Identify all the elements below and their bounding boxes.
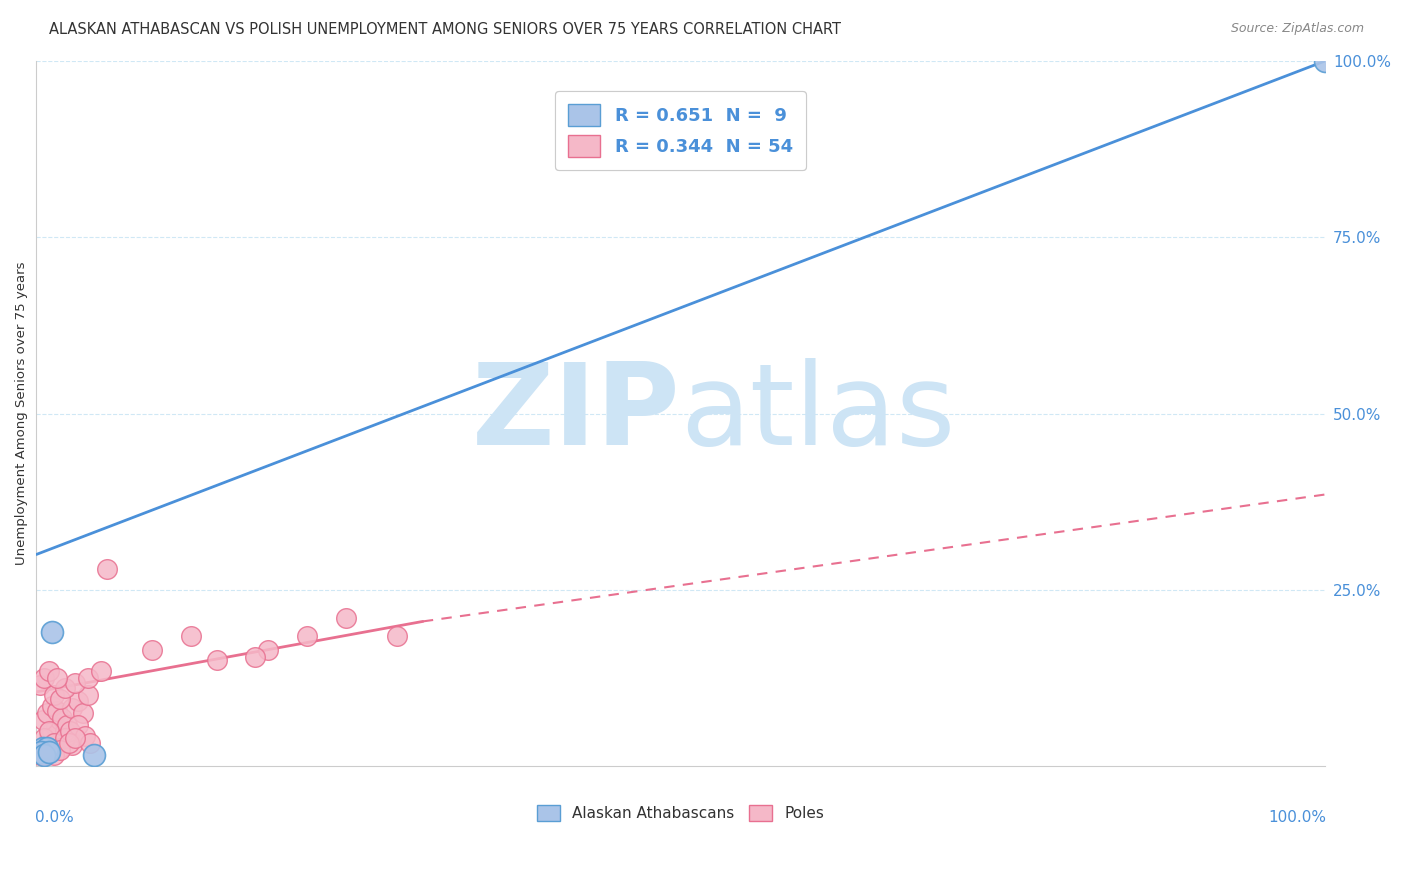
Point bbox=[35, 706, 58, 720]
Y-axis label: Unemployment Among Seniors over 75 years: Unemployment Among Seniors over 75 years bbox=[15, 261, 28, 566]
Point bbox=[1313, 54, 1336, 69]
Text: atlas: atlas bbox=[681, 358, 956, 469]
Point bbox=[32, 748, 55, 763]
Point bbox=[48, 713, 70, 727]
Point bbox=[48, 692, 70, 706]
Point bbox=[38, 731, 60, 745]
Text: ALASKAN ATHABASCAN VS POLISH UNEMPLOYMENT AMONG SENIORS OVER 75 YEARS CORRELATIO: ALASKAN ATHABASCAN VS POLISH UNEMPLOYMEN… bbox=[49, 22, 841, 37]
Point bbox=[46, 704, 69, 718]
Point bbox=[53, 731, 76, 745]
Point bbox=[59, 723, 82, 738]
Point bbox=[38, 745, 60, 759]
Point bbox=[51, 711, 73, 725]
Point bbox=[31, 741, 53, 756]
Point bbox=[38, 664, 60, 678]
Point bbox=[44, 736, 66, 750]
Point bbox=[48, 741, 70, 756]
Point bbox=[38, 741, 60, 756]
Point bbox=[44, 689, 66, 703]
Point bbox=[76, 671, 98, 685]
Point bbox=[58, 736, 80, 750]
Point bbox=[257, 642, 280, 657]
Point bbox=[63, 731, 86, 745]
Point bbox=[60, 738, 83, 752]
Point bbox=[76, 689, 98, 703]
Point bbox=[75, 729, 97, 743]
Point bbox=[41, 723, 63, 738]
Point bbox=[31, 713, 53, 727]
Point bbox=[32, 748, 55, 763]
Point bbox=[72, 706, 94, 720]
Point bbox=[32, 745, 55, 759]
Point bbox=[205, 653, 228, 667]
Point bbox=[56, 718, 79, 732]
Point bbox=[32, 671, 55, 685]
Point bbox=[66, 694, 89, 708]
Point bbox=[30, 678, 52, 692]
Point bbox=[96, 561, 118, 575]
Text: 0.0%: 0.0% bbox=[35, 810, 73, 824]
Point bbox=[44, 748, 66, 763]
Point bbox=[41, 698, 63, 713]
Point bbox=[63, 675, 86, 690]
Point bbox=[41, 625, 63, 640]
Point bbox=[58, 731, 80, 745]
Point bbox=[335, 611, 357, 625]
Point bbox=[45, 720, 67, 734]
Point bbox=[79, 736, 101, 750]
Point bbox=[46, 671, 69, 685]
Point bbox=[30, 748, 52, 763]
Point bbox=[295, 628, 318, 642]
Text: ZIP: ZIP bbox=[472, 358, 681, 469]
Point bbox=[180, 628, 202, 642]
Point bbox=[35, 741, 58, 756]
Point bbox=[48, 743, 70, 757]
Point bbox=[31, 745, 53, 759]
Point bbox=[38, 723, 60, 738]
Point bbox=[90, 664, 112, 678]
Point bbox=[53, 723, 76, 738]
Point bbox=[32, 731, 55, 745]
Point bbox=[35, 745, 58, 759]
Point bbox=[83, 748, 105, 763]
Point bbox=[35, 738, 58, 752]
Text: 100.0%: 100.0% bbox=[1268, 810, 1326, 824]
Point bbox=[245, 649, 267, 664]
Point bbox=[66, 718, 89, 732]
Point bbox=[385, 628, 408, 642]
Point bbox=[141, 642, 163, 657]
Point bbox=[53, 681, 76, 696]
Text: Source: ZipAtlas.com: Source: ZipAtlas.com bbox=[1230, 22, 1364, 36]
Point bbox=[60, 701, 83, 715]
Legend: R = 0.651  N =  9, R = 0.344  N = 54: R = 0.651 N = 9, R = 0.344 N = 54 bbox=[555, 91, 806, 169]
